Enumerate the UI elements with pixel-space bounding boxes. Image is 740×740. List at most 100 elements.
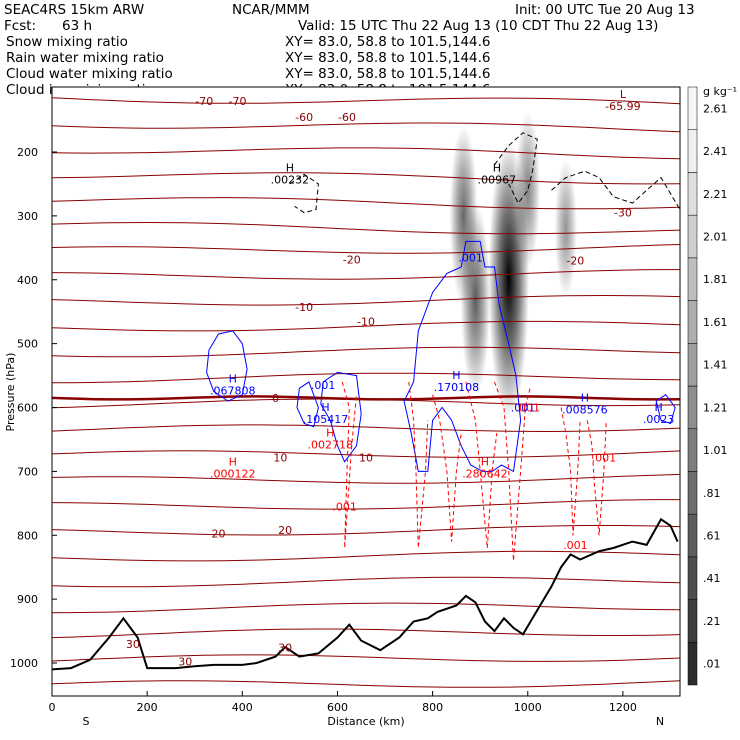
freezing-level-line [52,395,680,401]
cloud-water-contour [403,240,522,473]
temperature-isotherm [52,424,680,433]
extremum-marker: H [321,401,329,414]
x-tick-label: 600 [327,701,348,714]
colorbar-label: 2.21 [703,188,728,201]
cloud-water-contours [206,240,676,473]
extremum-value: .280642 [462,467,508,480]
rain-water-contour [465,381,498,549]
temperature-label: -20 [566,255,584,268]
temperature-isotherm [52,473,680,484]
extremum-value: .105417 [303,413,349,426]
field-xy: XY= 83.0, 58.8 to 101.5,144.6 [285,66,491,82]
temperature-label: -60 [295,111,313,124]
snow-ice-contour [551,170,680,210]
temperature-label: -30 [614,207,632,220]
extremum-value: .002718 [308,439,354,452]
x-tick-label: 1200 [609,701,637,714]
colorbar-label: .21 [703,615,721,628]
contour-value-label: .001 [332,501,357,514]
extremum-marker: H [286,162,294,175]
y-tick-label: 200 [17,146,38,159]
x-tick-label: 400 [232,701,253,714]
south-label: S [83,715,90,728]
extremum-marker: H [326,427,334,440]
colorbar-label: 1.41 [703,359,728,372]
colorbar-segment [687,513,698,558]
y-tick-label: 300 [17,210,38,223]
temperature-label: 10 [359,451,373,464]
colorbar-label: .81 [703,487,721,500]
temperature-isotherm [52,197,680,210]
temperature-label: -20 [343,253,361,266]
contour-value-label: .001 [563,539,588,552]
rain-water-contour [586,420,607,536]
cloud-water-contour [655,394,676,425]
north-label: N [656,715,664,728]
init-label: Init: 00 UTC Tue 20 Aug 13 [515,2,695,18]
temperature-isotherm [52,320,680,332]
extremum-marker: H [481,455,489,468]
temperature-label: -60 [338,111,356,124]
extremum-value: .00967 [478,174,517,187]
colorbar-label: 1.21 [703,401,728,414]
extremum-marker: H [229,372,237,385]
colorbar-label: 2.01 [703,231,728,244]
extremum-value: .170108 [434,381,480,394]
y-tick-label: 600 [17,402,38,415]
temperature-label: -10 [357,315,375,328]
contour-value-label: .001 [511,402,536,415]
snow-ice-shading [449,112,578,418]
snow-ice-contour [289,173,319,214]
colorbar: .01 .21 .41 .61 .81 1.01 1.21 1.41 1.61 1.81 2.01 2… [687,85,737,686]
temperature-isotherm [52,244,680,254]
extremum-value: .008576 [562,404,608,417]
extremum-marker: L [620,88,627,101]
temperature-label: 30 [278,642,292,655]
temperature-isotherm [52,294,680,306]
fcst-label: Fcst: [4,18,36,34]
colorbar-label: 2.61 [703,102,728,115]
temperature-contours [52,97,680,688]
temperature-label: 20 [212,527,226,540]
colorbar-label: .61 [703,530,721,543]
x-tick-label: 200 [137,701,158,714]
y-tick-label: 800 [17,529,38,542]
y-tick-label: 700 [17,465,38,478]
colorbar-segment [687,257,698,301]
colorbar-label: .41 [703,572,721,585]
temperature-isotherm [52,550,680,562]
fcst-value: 63 h [62,18,92,34]
contour-value-label: .001 [311,379,336,392]
extremum-value: -65.99 [605,100,640,113]
extremum-marker: H [493,162,501,175]
temperature-isotherm [52,97,680,105]
cloud-water-contour [320,371,362,463]
temperature-isotherm [52,628,680,639]
contour-value-label: .001 [592,451,617,464]
rain-water-contour [341,381,357,549]
field-xy: XY= 83.0, 58.8 to 101.5,144.6 [285,34,491,50]
temperature-label: -10 [295,301,313,314]
temperature-label: 0 [272,392,279,405]
temperature-label: 30 [178,656,192,669]
model-label: SEAC4RS 15km ARW [4,2,144,18]
field-name: Rain water mixing ratio [6,50,164,66]
colorbar-label: 1.61 [703,316,728,329]
colorbar-segment [687,86,698,130]
rain-water-contour [560,407,581,536]
shaded-core [554,159,578,298]
temperature-isotherm [52,525,680,536]
temperature-isotherm [52,372,680,384]
temperature-isotherm [52,576,680,588]
snow-ice-contours [289,132,680,214]
y-axis-title: Pressure (hPa) [4,353,17,432]
colorbar-label: .01 [703,658,721,671]
extremum-value: .067808 [210,384,256,397]
temperature-isotherm [52,122,680,133]
plot-frame [51,86,681,697]
temperature-label: -70 [229,95,247,108]
extremum-marker: H [229,455,237,468]
extremum-value: .00232 [271,174,310,187]
colorbar-segment [687,471,698,515]
